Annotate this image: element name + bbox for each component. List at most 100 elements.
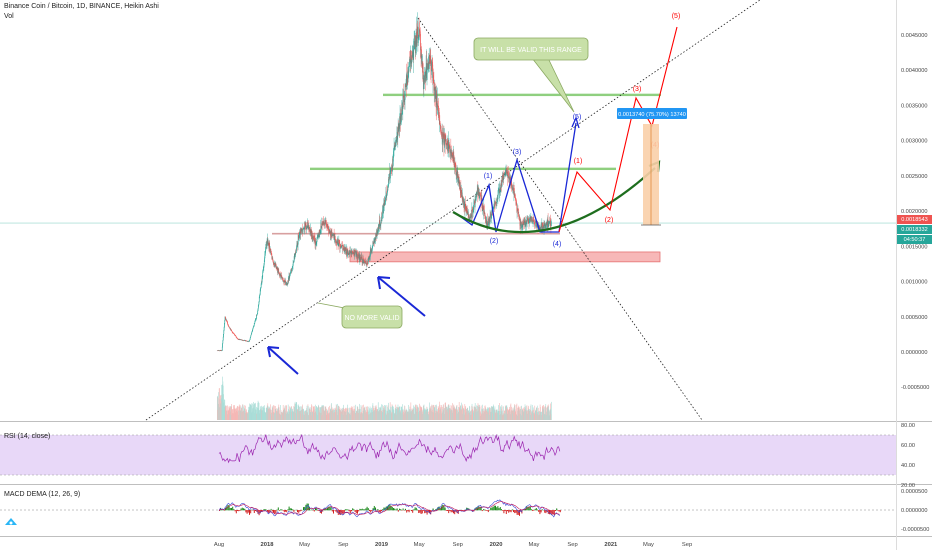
volume-bar — [316, 406, 318, 420]
volume-bar — [229, 406, 231, 420]
volume-bar — [483, 408, 484, 420]
volume-bar — [380, 412, 382, 420]
volume-bar — [273, 414, 275, 420]
tradingview-logo-icon[interactable] — [4, 516, 18, 526]
candle-body — [516, 204, 518, 212]
volume-bar — [544, 414, 546, 420]
macd-histogram-bar — [495, 505, 496, 511]
volume-bar — [432, 404, 434, 420]
volume-bar — [481, 414, 483, 420]
volume-bar — [535, 409, 536, 420]
volume-bar — [306, 405, 308, 420]
macd-histogram-bar — [383, 507, 385, 511]
volume-bar — [545, 404, 547, 420]
candle-body — [224, 320, 226, 324]
volume-bar — [471, 403, 473, 420]
volume-bar — [476, 410, 478, 420]
macd-histogram-bar — [360, 509, 362, 511]
volume-bar — [509, 411, 511, 420]
volume-bar — [313, 412, 315, 420]
volume-bar — [539, 411, 540, 420]
macd-histogram-bar — [485, 510, 487, 511]
volume-bar — [420, 406, 421, 420]
volume-bar — [299, 406, 300, 420]
candle-body — [436, 94, 438, 110]
volume-bar — [242, 404, 243, 420]
volume-bar — [518, 408, 519, 420]
candle-body — [520, 221, 522, 229]
volume-bar — [285, 404, 287, 420]
macd-histogram-bar — [246, 510, 248, 514]
volume-bar — [389, 413, 390, 420]
volume-bar — [421, 411, 422, 420]
volume-bar — [386, 415, 387, 420]
volume-bar — [463, 408, 464, 420]
volume-bar — [268, 406, 270, 420]
macd-histogram-bar — [303, 507, 304, 511]
macd-histogram-bar — [355, 510, 357, 514]
macd-histogram-bar — [423, 510, 424, 511]
blue-wave-label: (5) — [573, 114, 582, 121]
volume-bar — [495, 413, 496, 420]
volume-bar — [501, 404, 503, 420]
volume-bar — [219, 399, 221, 420]
volume-bar — [273, 412, 275, 420]
volume-bar — [375, 407, 376, 420]
volume-bar — [451, 410, 453, 420]
macd-histogram-bar — [234, 510, 236, 512]
volume-bar — [315, 404, 316, 420]
volume-bar — [515, 411, 516, 420]
volume-bar — [422, 413, 424, 420]
volume-bar — [360, 413, 361, 420]
macd-histogram-bar — [451, 510, 453, 513]
candle-body — [395, 140, 397, 146]
macd-histogram-bar — [276, 509, 278, 511]
volume-bar — [224, 405, 226, 420]
macd-histogram-bar — [261, 510, 262, 512]
volume-bar — [358, 409, 359, 420]
price-tag-box — [897, 215, 932, 224]
volume-bar — [381, 404, 382, 420]
volume-bar — [364, 407, 366, 420]
volume-bar — [431, 412, 433, 420]
volume-bar — [300, 406, 302, 420]
blue-wave-label: (3) — [513, 149, 522, 156]
volume-bar — [301, 406, 303, 420]
volume-bar — [361, 405, 363, 420]
volume-bar — [240, 410, 241, 420]
volume-bar — [371, 409, 373, 420]
volume-bar — [470, 411, 472, 420]
volume-bar — [221, 384, 223, 420]
volume-bar — [269, 408, 270, 420]
volume-bar — [381, 410, 383, 420]
volume-bar — [462, 406, 464, 420]
volume-bar — [424, 408, 425, 420]
volume-bar — [276, 411, 278, 420]
macd-histogram-bar — [557, 510, 559, 511]
volume-bar — [285, 412, 286, 420]
candle-body — [471, 213, 472, 217]
volume-bar — [287, 411, 289, 420]
volume-bar — [248, 411, 250, 420]
macd-histogram-bar — [316, 508, 318, 511]
volume-bar — [478, 406, 480, 420]
volume-bar — [218, 398, 220, 420]
volume-bar — [497, 410, 499, 420]
volume-bar — [451, 409, 452, 420]
volume-bar — [502, 415, 504, 420]
volume-bar — [528, 411, 530, 420]
candle-body — [353, 250, 355, 253]
candle-body — [223, 330, 225, 335]
candle-body — [521, 223, 522, 228]
volume-bar — [464, 412, 466, 420]
volume-bar — [408, 404, 409, 420]
volume-bar — [296, 402, 297, 420]
macd-histogram-bar — [322, 510, 324, 512]
volume-bar — [390, 413, 392, 420]
candle-body — [439, 120, 441, 125]
macd-histogram-bar — [293, 510, 295, 512]
measure-label-box — [617, 108, 687, 119]
candle-body — [290, 272, 291, 275]
